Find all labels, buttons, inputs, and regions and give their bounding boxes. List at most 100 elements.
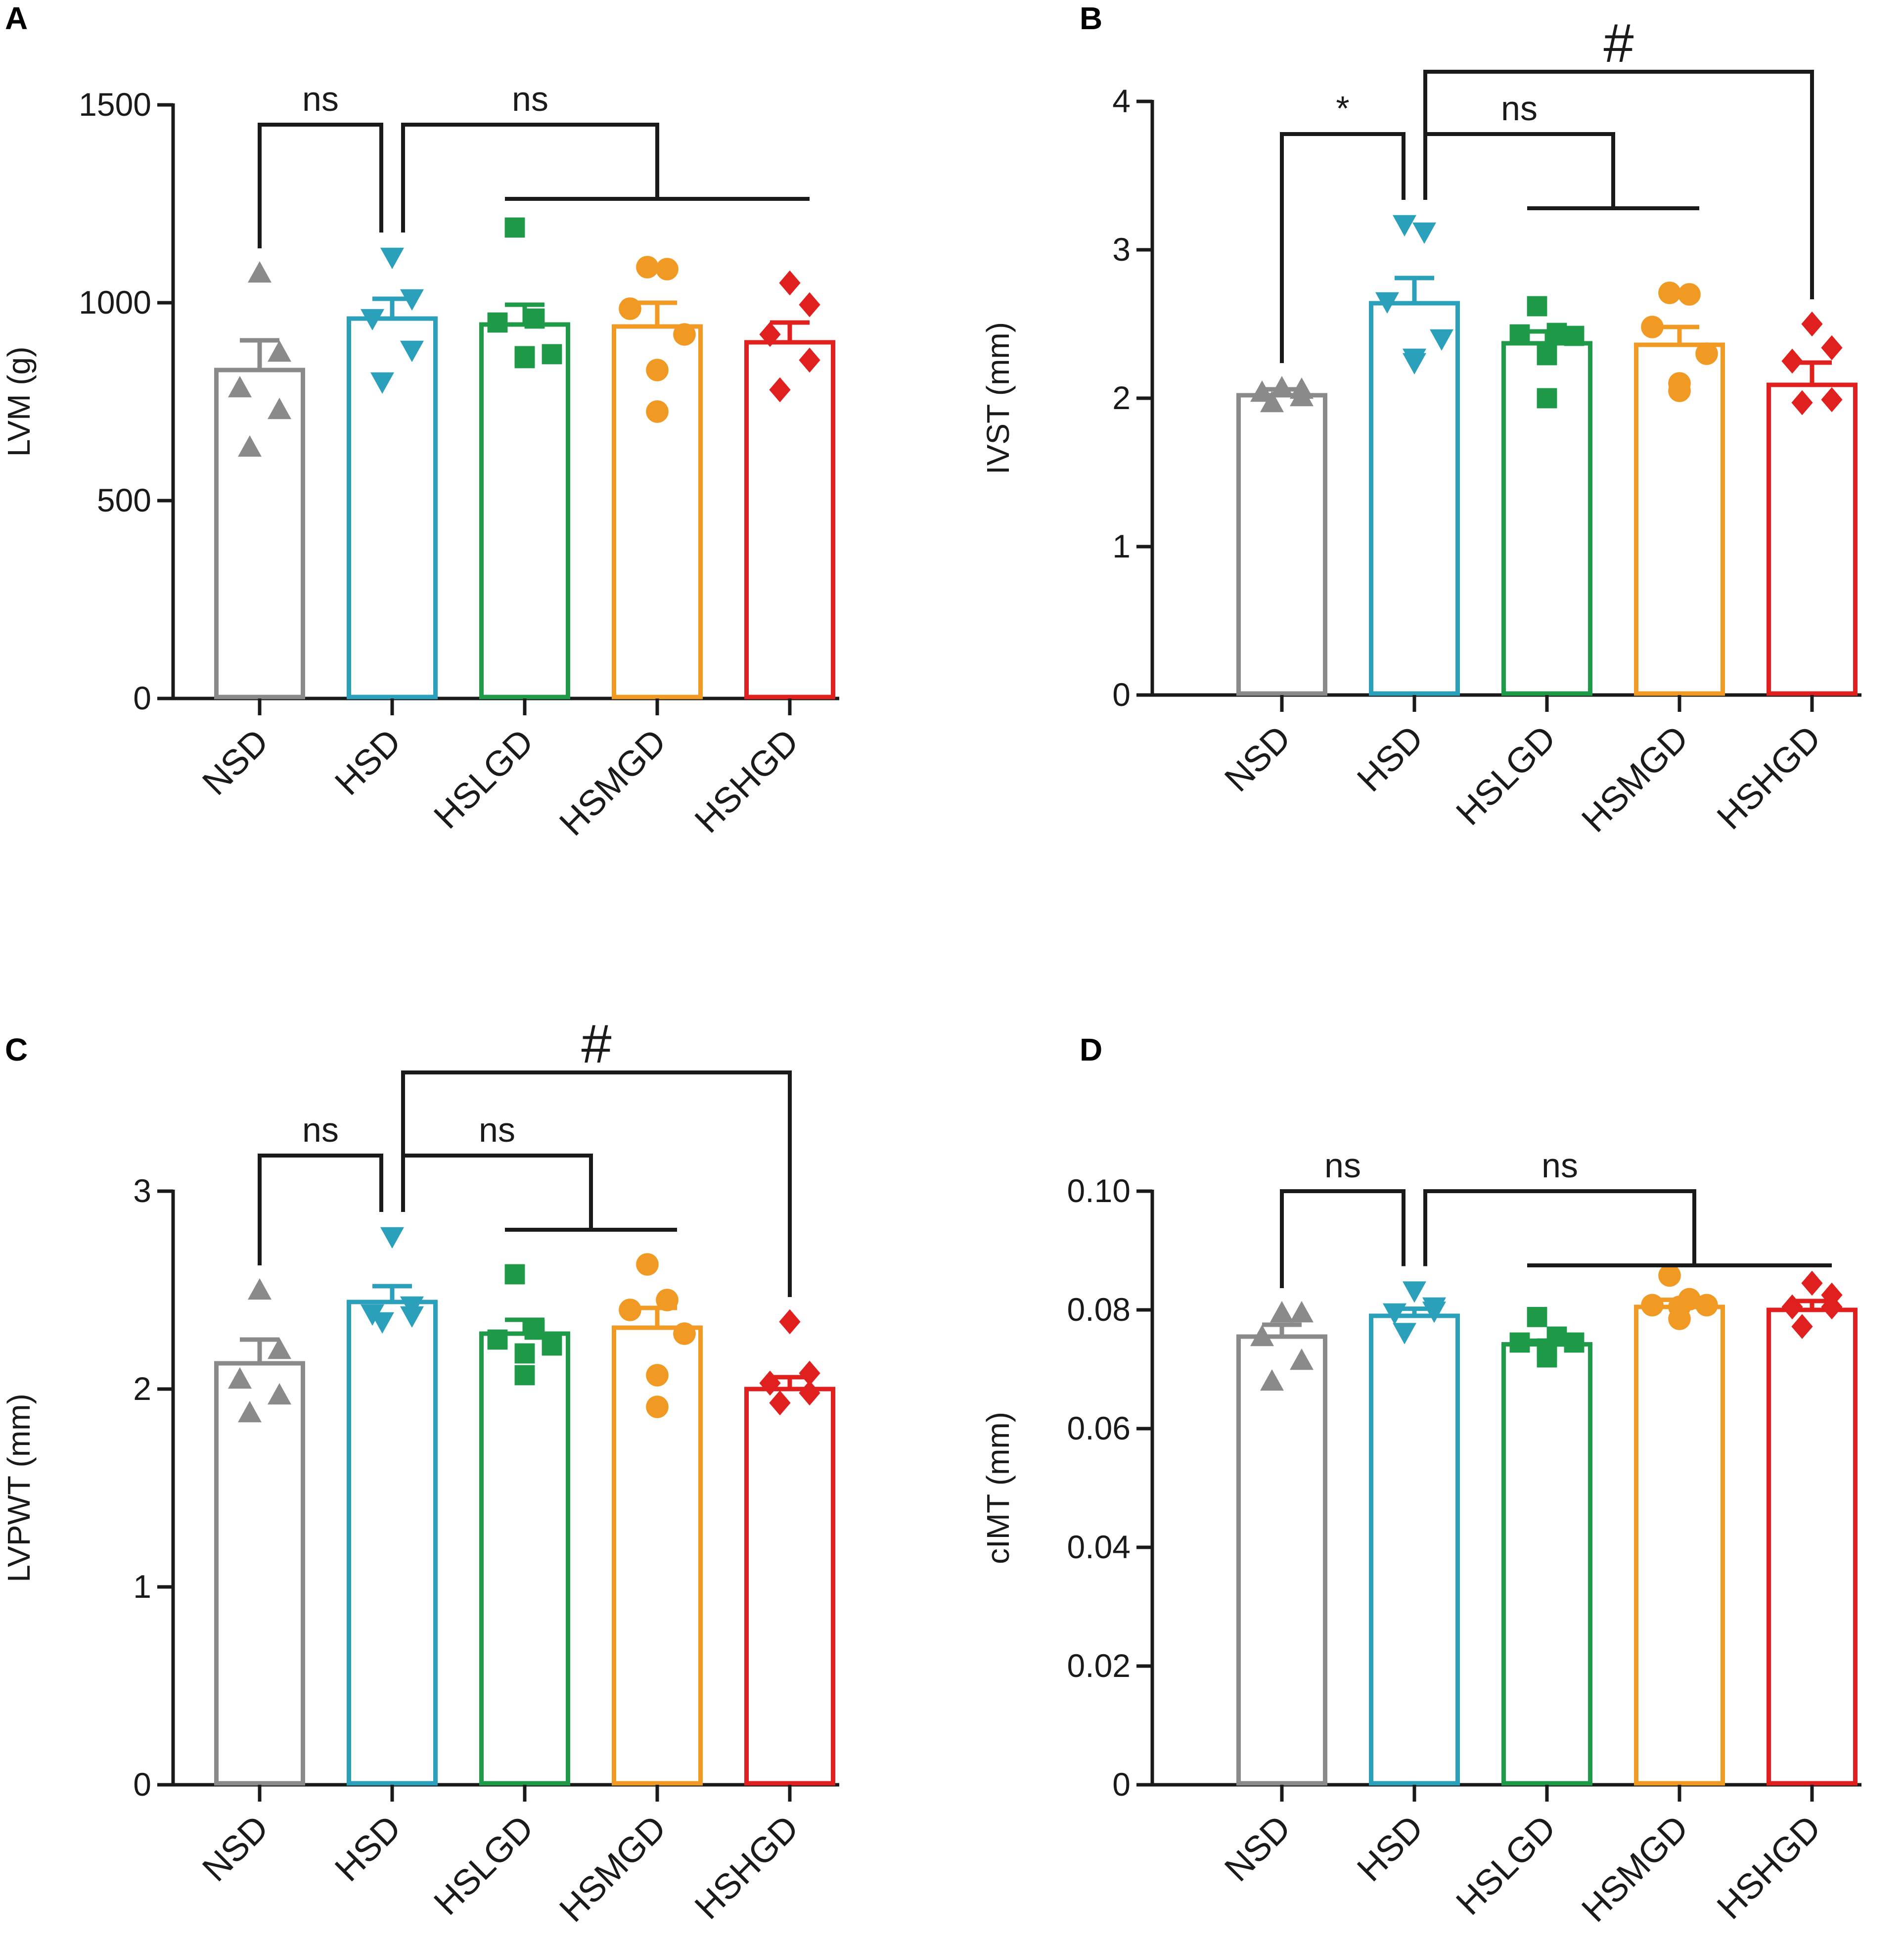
y-axis-title: LVPWT (mm)	[1, 1393, 37, 1582]
x-tick-label: HSMGD	[1574, 1808, 1696, 1930]
data-point-nsd	[1290, 385, 1314, 407]
data-point-hslgd	[1527, 296, 1547, 317]
data-point-hshgd	[1791, 1314, 1813, 1339]
panel-label: D	[1080, 1032, 1103, 1068]
data-point-hsd	[1393, 215, 1416, 236]
panel-label: A	[5, 0, 28, 36]
data-point-hslgd	[504, 217, 525, 238]
x-tick-label: HSMGD	[1574, 718, 1696, 840]
data-point-hslgd	[1527, 1307, 1547, 1327]
y-tick-label: 0.04	[1067, 1529, 1131, 1565]
data-point-hsd	[370, 372, 394, 394]
data-point-hslgd	[514, 1343, 535, 1364]
data-point-hshgd	[1791, 390, 1813, 416]
bar-hshgd	[744, 1387, 835, 1786]
y-tick-label: 4	[1112, 83, 1131, 119]
significance-bracket: ns	[1423, 89, 1699, 210]
bar-hslgd	[479, 1331, 570, 1786]
data-point-hshgd	[1781, 1294, 1803, 1320]
bar-hsd	[347, 1300, 438, 1786]
data-point-hshgd	[1781, 348, 1803, 374]
data-point-nsd	[268, 1338, 291, 1359]
data-point-hshgd	[1821, 387, 1843, 413]
data-point-hslgd	[1546, 323, 1567, 343]
data-point-hsd	[1393, 1323, 1416, 1345]
x-tick-label: NSD	[195, 722, 276, 803]
panel-label: B	[1080, 0, 1103, 36]
significance-bracket: *	[1280, 89, 1405, 363]
data-point-hsmgd	[1658, 1264, 1681, 1287]
data-point-hshgd	[759, 1370, 781, 1396]
x-tick-label: HSHGD	[1710, 1808, 1828, 1927]
y-tick-label: 0	[1112, 676, 1131, 713]
x-tick-label: HSLGD	[1449, 1808, 1563, 1923]
data-point-hshgd	[1821, 1294, 1843, 1320]
chart-c: 0 1 2 3 LVPWT (mm) NSD HSD HSLGD HSMGD HSHGD ns ns #	[1, 1014, 839, 1930]
chart-panel-b: B 0 1 2 3 4 IVST (mm) NSD HSD HSLGD HSMGD HSHGD * ns…	[952, 0, 1904, 975]
data-point-nsd	[268, 398, 291, 419]
data-point-hsmgd	[1641, 316, 1664, 338]
data-point-nsd	[268, 1383, 291, 1405]
bar-hsmgd	[612, 324, 703, 699]
panel-label: C	[5, 1032, 28, 1068]
x-tick-label: NSD	[1217, 718, 1298, 799]
significance-label: ns	[1541, 1146, 1578, 1185]
x-tick-label: HSHGD	[687, 722, 806, 840]
data-point-hslgd	[542, 1335, 562, 1356]
y-tick-label: 1	[133, 1568, 151, 1605]
y-axis-title: cIMT (mm)	[980, 1412, 1016, 1564]
significance-label: ns	[1501, 89, 1538, 128]
significance-label: #	[581, 1014, 611, 1074]
y-tick-label: 0	[133, 680, 151, 716]
x-tick-label: HSHGD	[1710, 718, 1828, 837]
bar-nsd	[1236, 1334, 1327, 1786]
data-point-hslgd	[1537, 345, 1557, 366]
x-tick-label: NSD	[1217, 1808, 1298, 1889]
data-point-hsmgd	[646, 1395, 669, 1418]
data-point-hsmgd	[656, 1289, 679, 1311]
significance-bracket: #	[401, 1014, 792, 1297]
data-point-hshgd	[759, 322, 781, 347]
data-point-hshgd	[799, 347, 820, 373]
chart-d: 0 0.02 0.04 0.06 0.08 0.10 cIMT (mm) NSD HSD HSLG…	[980, 1146, 1861, 1930]
data-point-hsd	[1430, 329, 1453, 351]
data-point-nsd	[1260, 1369, 1284, 1391]
data-point-hshgd	[799, 292, 820, 318]
data-point-hsmgd	[1641, 1294, 1664, 1317]
data-point-hsd	[1422, 1301, 1446, 1323]
data-point-nsd	[238, 1401, 262, 1423]
y-tick-label: 2	[133, 1370, 151, 1407]
data-point-hsmgd	[636, 256, 659, 279]
y-tick-label: 0.08	[1067, 1291, 1131, 1328]
data-point-hslgd	[542, 344, 562, 365]
data-point-hshgd	[1801, 1270, 1823, 1296]
y-axis-title: LVM (g)	[1, 347, 37, 457]
data-point-hsmgd	[673, 323, 696, 346]
significance-bracket: #	[1423, 13, 1814, 299]
data-point-nsd	[1250, 380, 1274, 402]
data-point-hslgd	[504, 1264, 525, 1285]
data-point-hsmgd	[619, 1299, 641, 1321]
data-point-hsd	[400, 289, 424, 311]
bar-hshgd	[1767, 382, 1858, 696]
bar-hshgd	[1767, 1307, 1858, 1786]
y-tick-label: 0.06	[1067, 1410, 1131, 1446]
x-tick-label: HSMGD	[552, 1808, 674, 1930]
bar-nsd	[214, 1361, 305, 1786]
chart-panel-c: C 0 1 2 3 LVPWT (mm) NSD HSD HSLGD HSMGD HSHGD ns n…	[0, 975, 952, 1950]
data-point-hsd	[1412, 222, 1436, 244]
data-point-hsmgd	[1695, 342, 1718, 365]
data-point-hsmgd	[646, 359, 669, 381]
significance-bracket: ns	[258, 1111, 383, 1265]
y-axis-title: IVST (mm)	[980, 322, 1016, 474]
significance-label: ns	[1324, 1146, 1361, 1185]
data-point-hshgd	[1801, 311, 1823, 337]
x-tick-label: HSD	[327, 1808, 408, 1889]
data-point-hsd	[1403, 1281, 1426, 1303]
data-point-hsmgd	[619, 297, 641, 320]
data-point-hsd	[400, 340, 424, 362]
bar-hslgd	[479, 322, 570, 699]
significance-bracket: ns	[401, 80, 810, 232]
x-tick-label: HSLGD	[426, 722, 541, 836]
data-point-hsd	[400, 1306, 424, 1328]
